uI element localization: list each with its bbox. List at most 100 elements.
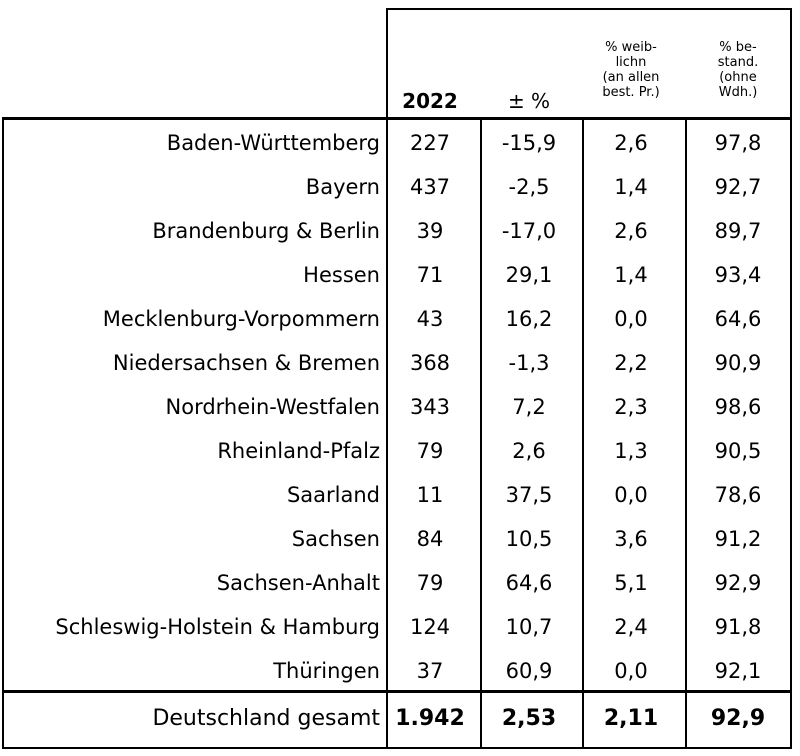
table-border-top <box>386 8 792 10</box>
table-row: Mecklenburg-Vorpommern 43 16,2 0,0 64,6 <box>0 297 800 341</box>
cell-female: 2,4 <box>614 615 648 639</box>
header-passed-line-2: stand. <box>717 55 759 70</box>
region-name: Bayern <box>305 175 380 199</box>
cell-female: 1,4 <box>614 263 648 287</box>
cell-female: 1,3 <box>614 439 648 463</box>
cell-passed: 92,7 <box>714 175 762 199</box>
header-divider-line <box>2 117 792 120</box>
cell-passed: 93,4 <box>714 263 762 287</box>
cell-2022: 43 <box>416 307 444 331</box>
header-female-line-1: % weib- <box>605 40 657 55</box>
cell-change: 16,2 <box>505 307 553 331</box>
cell-change: 7,2 <box>512 395 546 419</box>
cell-change: -15,9 <box>501 131 557 155</box>
header-change-percent: ± % <box>507 89 551 113</box>
cell-female: 0,0 <box>614 483 648 507</box>
cell-passed: 91,8 <box>714 615 762 639</box>
cell-passed: 92,1 <box>714 659 762 683</box>
cell-passed: 90,9 <box>714 351 762 375</box>
cell-female: 2,3 <box>614 395 648 419</box>
table-row: Bayern 437 -2,5 1,4 92,7 <box>0 165 800 209</box>
cell-female: 0,0 <box>614 659 648 683</box>
region-name: Hessen <box>303 263 380 287</box>
cell-female: 3,6 <box>614 527 648 551</box>
cell-2022: 227 <box>409 131 451 155</box>
cell-2022: 11 <box>416 483 444 507</box>
region-name: Schleswig-Holstein & Hamburg <box>55 615 380 639</box>
table-row: Sachsen 84 10,5 3,6 91,2 <box>0 517 800 561</box>
total-row: Deutschland gesamt 1.942 2,53 2,11 92,9 <box>0 697 800 741</box>
cell-passed: 92,9 <box>714 571 762 595</box>
cell-passed: 90,5 <box>714 439 762 463</box>
cell-2022: 368 <box>409 351 451 375</box>
table-row: Thüringen 37 60,9 0,0 92,1 <box>0 649 800 693</box>
cell-2022: 71 <box>416 263 444 287</box>
header-passed-percent: % be- stand. (ohne Wdh.) <box>690 40 786 100</box>
table-row: Hessen 71 29,1 1,4 93,4 <box>0 253 800 297</box>
total-female: 2,11 <box>603 706 659 731</box>
region-name: Mecklenburg-Vorpommern <box>102 307 380 331</box>
header-passed-line-4: Wdh.) <box>718 85 758 100</box>
cell-2022: 437 <box>409 175 451 199</box>
cell-change: -1,3 <box>508 351 550 375</box>
cell-change: 37,5 <box>505 483 553 507</box>
total-change: 2,53 <box>501 706 557 731</box>
table-row: Brandenburg & Berlin 39 -17,0 2,6 89,7 <box>0 209 800 253</box>
cell-passed: 97,8 <box>714 131 762 155</box>
cell-2022: 84 <box>416 527 444 551</box>
region-name: Nordrhein-Westfalen <box>165 395 380 419</box>
cell-change: 29,1 <box>505 263 553 287</box>
table-row: Baden-Württemberg 227 -15,9 2,6 97,8 <box>0 121 800 165</box>
table-border-right <box>790 8 792 749</box>
cell-change: 10,5 <box>505 527 553 551</box>
header-passed-line-3: (ohne <box>719 70 757 85</box>
header-female-percent: % weib- lichn (an allen best. Pr.) <box>588 40 674 100</box>
cell-female: 2,2 <box>614 351 648 375</box>
cell-passed: 78,6 <box>714 483 762 507</box>
cell-passed: 89,7 <box>714 219 762 243</box>
total-label: Deutschland gesamt <box>152 706 380 731</box>
region-name: Baden-Württemberg <box>166 131 380 155</box>
table-row: Rheinland-Pfalz 79 2,6 1,3 90,5 <box>0 429 800 473</box>
table-row: Schleswig-Holstein & Hamburg 124 10,7 2,… <box>0 605 800 649</box>
total-divider-line <box>2 690 792 693</box>
region-name: Niedersachsen & Bremen <box>112 351 380 375</box>
header-female-line-3: (an allen <box>602 70 660 85</box>
column-divider-1 <box>386 8 388 749</box>
total-passed: 92,9 <box>710 706 766 731</box>
cell-passed: 64,6 <box>714 307 762 331</box>
region-name: Thüringen <box>273 659 380 683</box>
cell-female: 2,6 <box>614 219 648 243</box>
cell-female: 1,4 <box>614 175 648 199</box>
region-name: Sachsen-Anhalt <box>216 571 380 595</box>
cell-change: 2,6 <box>512 439 546 463</box>
header-2022: 2022 <box>402 89 458 113</box>
cell-change: 60,9 <box>505 659 553 683</box>
column-divider-3 <box>582 117 584 749</box>
cell-2022: 124 <box>409 615 451 639</box>
total-2022: 1.942 <box>395 706 465 731</box>
table-border-left <box>2 117 4 749</box>
cell-change: 10,7 <box>505 615 553 639</box>
table-row: Niedersachsen & Bremen 368 -1,3 2,2 90,9 <box>0 341 800 385</box>
table-border-bottom <box>2 747 792 749</box>
region-name: Brandenburg & Berlin <box>152 219 380 243</box>
table-row: Saarland 11 37,5 0,0 78,6 <box>0 473 800 517</box>
cell-change: -2,5 <box>508 175 550 199</box>
cell-2022: 39 <box>416 219 444 243</box>
table-row: Nordrhein-Westfalen 343 7,2 2,3 98,6 <box>0 385 800 429</box>
region-name: Rheinland-Pfalz <box>217 439 380 463</box>
cell-female: 5,1 <box>614 571 648 595</box>
cell-change: -17,0 <box>501 219 557 243</box>
cell-passed: 98,6 <box>714 395 762 419</box>
header-passed-line-1: % be- <box>719 40 757 55</box>
cell-female: 2,6 <box>614 131 648 155</box>
cell-2022: 343 <box>409 395 451 419</box>
header-female-line-4: best. Pr.) <box>602 85 660 100</box>
cell-2022: 37 <box>416 659 444 683</box>
region-name: Sachsen <box>291 527 380 551</box>
cell-female: 0,0 <box>614 307 648 331</box>
cell-change: 64,6 <box>505 571 553 595</box>
column-divider-4 <box>685 117 687 749</box>
